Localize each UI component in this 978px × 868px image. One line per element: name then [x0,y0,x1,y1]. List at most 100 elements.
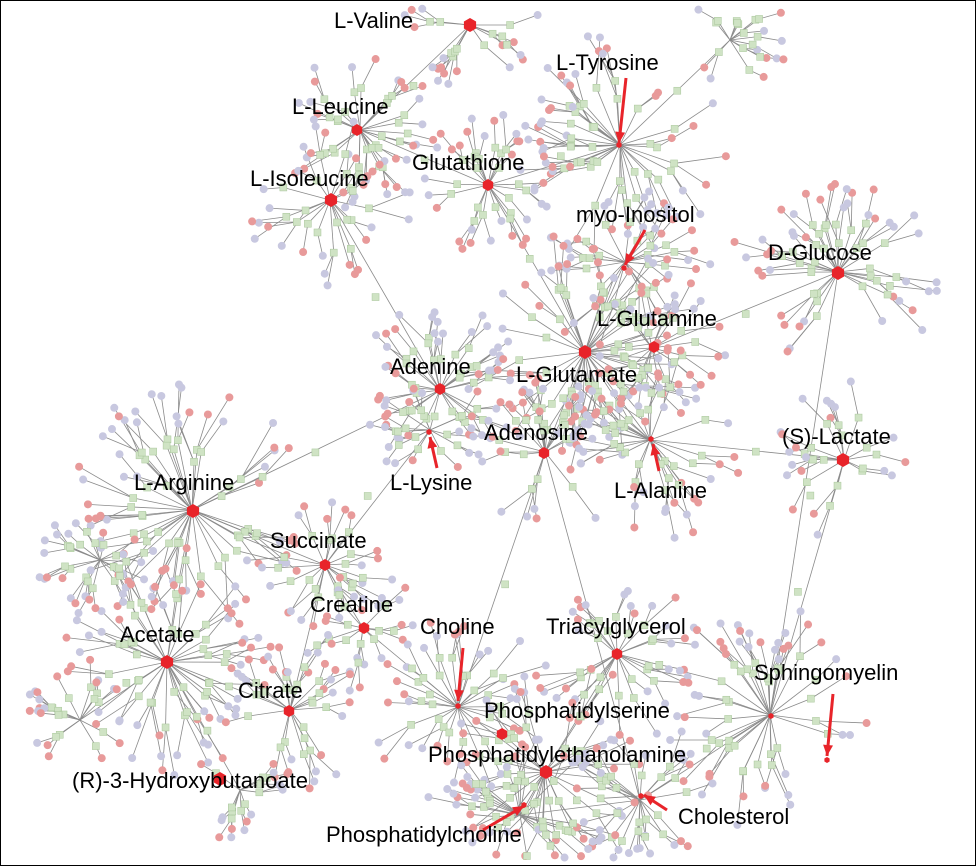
network-edge [206,691,221,720]
metabolite-node [676,408,685,417]
network-edge [551,351,586,405]
network-edge [726,699,771,716]
reaction-node [335,591,344,599]
reaction-node [837,431,846,440]
reaction-node [289,686,298,694]
gene-node [258,563,267,572]
gene-node [781,629,790,638]
reaction-node [810,289,818,298]
network-edge [157,509,193,533]
reaction-node [448,407,457,416]
reaction-node [468,802,476,811]
gene-node [537,95,546,104]
reaction-node [670,358,679,366]
reaction-node [629,361,637,369]
reaction-node [564,827,572,835]
metabolite-node [380,754,389,763]
network-edge [378,724,412,743]
gene-node [204,758,213,767]
network-edge [131,506,193,511]
metabolite-node [663,344,672,353]
metabolite-node [692,626,701,635]
hub-l-valine [463,18,477,32]
gene-node [338,712,347,721]
label-citrate: Citrate [238,678,303,703]
gene-node [788,460,797,469]
gene-node [552,693,561,702]
network-edge [284,556,326,566]
metabolite-node [97,754,106,763]
reaction-node [778,252,786,260]
network-edge [618,335,668,345]
reaction-node [135,692,143,701]
reaction-node [322,703,330,711]
network-edge [684,716,729,720]
network-edge [525,727,546,773]
reaction-node [795,259,804,267]
metabolite-node [624,267,633,276]
reaction-node [115,572,124,580]
reaction-node [595,685,604,694]
reaction-node [140,548,148,557]
network-edge [255,535,297,572]
network-edge [752,673,771,716]
network-edge [457,694,489,708]
gene-node [530,504,539,513]
reaction-node [657,773,666,781]
network-edge [619,144,675,164]
reaction-node [546,842,555,850]
reaction-node [641,833,649,841]
network-edge [319,154,331,201]
gene-node [232,704,241,713]
gene-node [236,660,245,669]
gene-node [694,5,703,14]
reaction-node [127,503,135,511]
network-edge [439,389,484,421]
reaction-node [691,338,699,346]
gene-node [832,655,841,664]
reaction-node [642,815,650,824]
network-edge [616,787,641,801]
reaction-node [399,408,407,416]
gene-node [568,102,577,111]
metabolite-node [616,399,625,408]
reaction-node [674,481,683,489]
network-edge [616,653,655,682]
reaction-node [714,17,722,25]
reaction-node [552,831,560,839]
metabolite-node [637,282,646,291]
reaction-node [329,144,337,153]
gene-node [492,404,501,413]
reaction-node [349,579,357,588]
network-edge [471,118,477,154]
network-edge [79,719,97,747]
network-edge [248,709,291,717]
network-edge [119,453,148,488]
network-edge [289,709,305,755]
network-edge [793,213,820,235]
network-edge [586,241,626,263]
metabolite-node [391,325,400,334]
arrow-choline-head [454,689,464,701]
reaction-node [592,809,601,817]
metabolite-node [516,687,525,696]
gene-node [842,185,851,194]
reaction-node [594,634,602,643]
network-edge [329,154,346,201]
network-edge [584,301,633,353]
metabolite-node [112,685,121,694]
network-edge [324,429,431,566]
network-edge [387,663,419,683]
network-edge [267,656,287,689]
reaction-node [654,811,662,819]
network-edge [384,724,412,759]
reaction-node [715,739,723,747]
highlighted-metabolites [160,18,850,808]
network-edge [151,702,160,736]
gene-node [796,607,805,616]
reaction-node [453,180,461,188]
network-edge [669,731,683,767]
metabolite-node [362,235,371,244]
metabolite-node [313,109,322,118]
gene-node [643,206,652,215]
